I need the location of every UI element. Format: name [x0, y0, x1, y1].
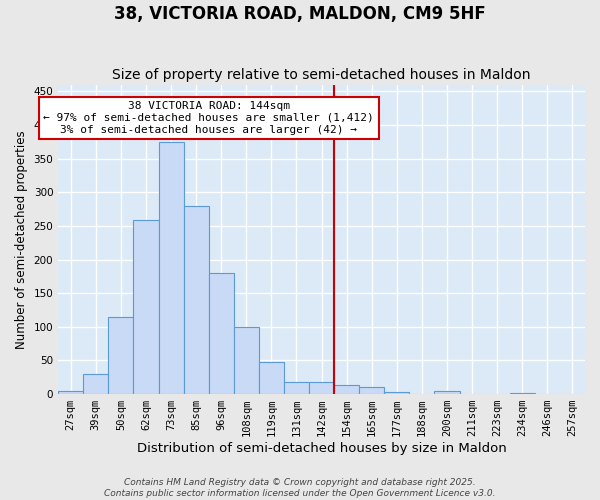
Bar: [385, 392, 409, 394]
Bar: [284, 382, 309, 394]
Bar: [158, 142, 184, 394]
Text: 38, VICTORIA ROAD, MALDON, CM9 5HF: 38, VICTORIA ROAD, MALDON, CM9 5HF: [114, 5, 486, 23]
Bar: [109, 316, 133, 394]
X-axis label: Distribution of semi-detached houses by size in Maldon: Distribution of semi-detached houses by …: [137, 442, 506, 455]
Bar: [359, 388, 385, 394]
Text: Contains HM Land Registry data © Crown copyright and database right 2025.
Contai: Contains HM Land Registry data © Crown c…: [104, 478, 496, 498]
Bar: [209, 273, 234, 394]
Bar: [334, 386, 359, 394]
Bar: [83, 374, 109, 394]
Bar: [259, 362, 284, 394]
Bar: [434, 390, 460, 394]
Bar: [133, 220, 158, 394]
Bar: [309, 382, 334, 394]
Text: 38 VICTORIA ROAD: 144sqm
← 97% of semi-detached houses are smaller (1,412)
3% of: 38 VICTORIA ROAD: 144sqm ← 97% of semi-d…: [43, 102, 374, 134]
Bar: [184, 206, 209, 394]
Bar: [58, 390, 83, 394]
Title: Size of property relative to semi-detached houses in Maldon: Size of property relative to semi-detach…: [112, 68, 531, 82]
Bar: [234, 327, 259, 394]
Y-axis label: Number of semi-detached properties: Number of semi-detached properties: [15, 130, 28, 348]
